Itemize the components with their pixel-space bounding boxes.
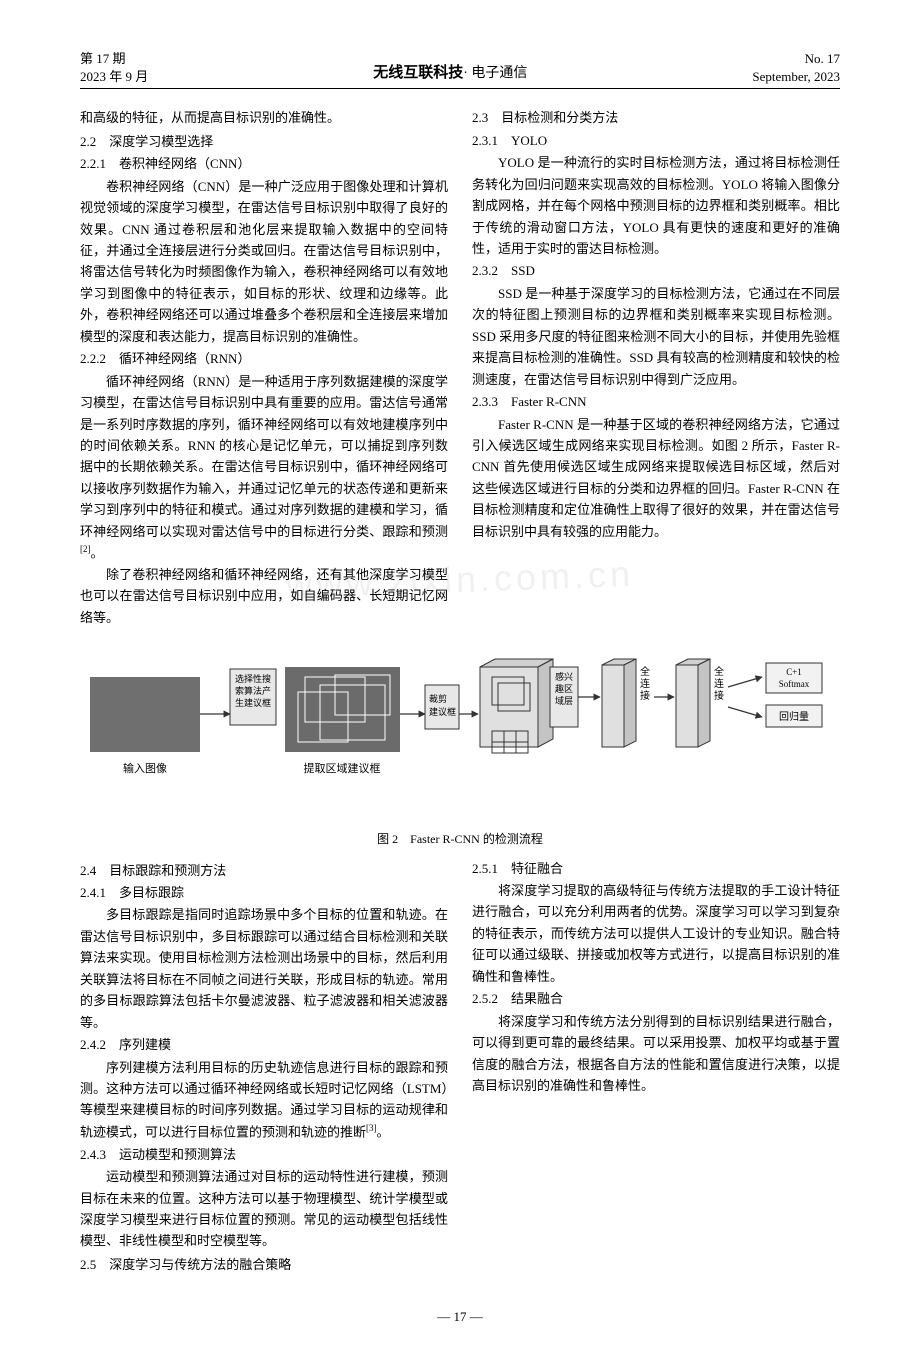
bbox-label: 回归量 [779, 710, 809, 723]
header-right: No. 17 September, 2023 [752, 50, 840, 86]
upper-columns: 和高级的特征，从而提高目标识别的准确性。 2.2 深度学习模型选择 2.2.1 … [80, 107, 840, 637]
fc2-side [698, 659, 710, 747]
page-number: — 17 — [80, 1306, 840, 1327]
page-header: 第 17 期 2023 年 9 月 无线互联科技· 电子通信 No. 17 Se… [80, 50, 840, 89]
fc1-side [624, 659, 636, 747]
issue-en: No. 17 [752, 50, 840, 68]
para-featfuse: 将深度学习提取的高级特征与传统方法提取的手工设计特征进行融合，可以充分利用两者的… [472, 880, 840, 987]
softmax-l2: Softmax [779, 679, 810, 689]
fc1-l3: 接 [640, 689, 650, 702]
fc2-l2: 连 [714, 677, 724, 690]
fc2-l1: 全 [714, 665, 724, 678]
heading-2-2-2: 2.2.2 循环神经网络（RNN） [80, 348, 448, 369]
para-resfuse: 将深度学习和传统方法分别得到的目标识别结果进行融合，可以得到更可靠的最终结果。可… [472, 1011, 840, 1097]
issue-cn: 第 17 期 [80, 50, 148, 68]
para-seqmodel-text: 序列建模方法利用目标的历史轨迹信息进行目标的跟踪和预测。这种方法可以通过循环神经… [80, 1060, 448, 1140]
heading-2-4: 2.4 目标跟踪和预测方法 [80, 860, 448, 881]
arrow-6b [728, 707, 762, 717]
heading-2-5: 2.5 深度学习与传统方法的融合策略 [80, 1254, 448, 1275]
figure-2-caption: 图 2 Faster R-CNN 的检测流程 [80, 830, 840, 850]
fc2-front [676, 665, 698, 747]
para-seqmodel-end: 。 [377, 1124, 390, 1139]
heading-2-5-2: 2.5.2 结果融合 [472, 988, 840, 1009]
para-rnn-a-text: 循环神经网络（RNN）是一种适用于序列数据建模的深度学习模型，在雷达信号目标识别… [80, 374, 448, 539]
lower-columns: 2.4 目标跟踪和预测方法 2.4.1 多目标跟踪 多目标跟踪是指同时追踪场景中… [80, 858, 840, 1288]
proposals-rect [285, 667, 400, 752]
para-seqmodel: 序列建模方法利用目标的历史轨迹信息进行目标的跟踪和预测。这种方法可以通过循环神经… [80, 1057, 448, 1143]
fc1-l1: 全 [640, 665, 650, 678]
heading-2-5-1: 2.5.1 特征融合 [472, 858, 840, 879]
heading-2-3: 2.3 目标检测和分类方法 [472, 107, 840, 128]
crop-line2: 建议框 [429, 706, 456, 717]
input-label: 输入图像 [123, 761, 167, 775]
header-left: 第 17 期 2023 年 9 月 [80, 50, 148, 86]
para-yolo: YOLO 是一种流行的实时目标检测方法，通过将目标检测任务转化为回归问题来实现高… [472, 152, 840, 259]
fc1-l2: 连 [640, 677, 650, 690]
para-frcnn: Faster R-CNN 是一种基于区域的卷积神经网络方法，它通过引入候选区域生… [472, 414, 840, 543]
ref-2: [2] [80, 544, 91, 554]
rpn-line3: 生建议框 [235, 697, 271, 708]
heading-2-4-2: 2.4.2 序列建模 [80, 1034, 448, 1055]
para-rnn-a: 循环神经网络（RNN）是一种适用于序列数据建模的深度学习模型，在雷达信号目标识别… [80, 371, 448, 564]
fc1-front [602, 665, 624, 747]
journal-sub: · 电子通信 [463, 66, 527, 81]
header-center: 无线互联科技· 电子通信 [373, 61, 527, 87]
para-ssd: SSD 是一种基于深度学习的目标检测方法，它通过在不同层次的特征图上预测目标的边… [472, 283, 840, 390]
conv-front [480, 667, 538, 747]
date-en: September, 2023 [752, 68, 840, 86]
heading-2-2: 2.2 深度学习模型选择 [80, 131, 448, 152]
para-motion: 运动模型和预测算法通过对目标的运动特性进行建模，预测目标在未来的位置。这种方法可… [80, 1166, 448, 1252]
roi-l1: 感兴 [555, 671, 573, 682]
heading-2-4-3: 2.4.3 运动模型和预测算法 [80, 1144, 448, 1165]
proposals-label: 提取区域建议框 [304, 761, 381, 775]
date-cn: 2023 年 9 月 [80, 68, 148, 86]
para-rnn-b: 除了卷积神经网络和循环神经网络，还有其他深度学习模型也可以在雷达信号目标识别中应… [80, 564, 448, 628]
para-cnn: 卷积神经网络（CNN）是一种广泛应用于图像处理和计算机视觉领域的深度学习模型，在… [80, 176, 448, 348]
arrow-6a [728, 677, 762, 687]
journal-main: 无线互联科技 [373, 65, 463, 81]
heading-2-3-3: 2.3.3 Faster R-CNN [472, 391, 840, 412]
rpn-line1: 选择性搜 [235, 673, 271, 684]
rpn-line2: 索算法产 [235, 685, 271, 696]
figure-2: 输入图像 选择性搜 索算法产 生建议框 提取区域建议框 裁剪 建议框 [80, 647, 840, 849]
heading-2-4-1: 2.4.1 多目标跟踪 [80, 882, 448, 903]
ref-3: [3] [366, 1123, 377, 1133]
figure-2-svg: 输入图像 选择性搜 索算法产 生建议框 提取区域建议框 裁剪 建议框 [80, 647, 840, 817]
intro-continuation: 和高级的特征，从而提高目标识别的准确性。 [80, 107, 448, 128]
roi-l2: 趣区 [555, 683, 573, 694]
heading-2-3-1: 2.3.1 YOLO [472, 130, 840, 151]
roi-l3: 域层 [555, 695, 573, 706]
para-rnn-a-end: 。 [91, 545, 104, 560]
crop-line1: 裁剪 [429, 693, 447, 704]
para-multitrack: 多目标跟踪是指同时追踪场景中多个目标的位置和轨迹。在雷达信号目标识别中，多目标跟… [80, 904, 448, 1033]
heading-2-3-2: 2.3.2 SSD [472, 260, 840, 281]
input-noise [90, 677, 200, 752]
fc2-l3: 接 [714, 689, 724, 702]
softmax-l1: C+1 [786, 667, 802, 677]
heading-2-2-1: 2.2.1 卷积神经网络（CNN） [80, 153, 448, 174]
